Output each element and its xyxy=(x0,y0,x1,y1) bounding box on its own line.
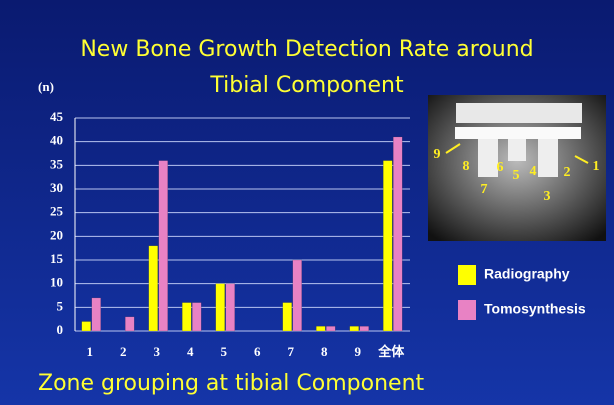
image-label: 6 xyxy=(497,160,504,175)
bar xyxy=(182,303,191,331)
implant-peg xyxy=(538,139,558,177)
x-tick-label: 1 xyxy=(87,344,94,359)
image-label: 3 xyxy=(544,189,551,204)
bar xyxy=(159,161,168,331)
bar xyxy=(216,284,225,331)
bar xyxy=(383,161,392,331)
y-tick-label: 20 xyxy=(50,227,63,242)
title-line: Tibial Component xyxy=(209,73,404,98)
y-tick-label: 15 xyxy=(50,251,64,266)
image-label: 4 xyxy=(530,164,537,179)
implant-stem xyxy=(508,139,526,161)
y-tick-label: 5 xyxy=(57,298,64,313)
x-tick-label: 3 xyxy=(154,344,161,359)
x-tick-label: 6 xyxy=(254,344,261,359)
title-line: New Bone Growth Detection Rate around xyxy=(80,37,533,62)
y-tick-label: 45 xyxy=(50,109,64,124)
bar xyxy=(92,298,101,331)
x-tick-label: 4 xyxy=(187,344,194,359)
y-tick-label: 0 xyxy=(57,322,64,337)
image-label: 2 xyxy=(564,165,571,180)
legend-label: Tomosynthesis xyxy=(484,301,586,317)
x-tick-label: 7 xyxy=(288,344,295,359)
image-label: 7 xyxy=(481,182,488,197)
legend-label: Radiography xyxy=(484,266,570,282)
bar xyxy=(125,317,134,331)
bar xyxy=(393,137,402,331)
implant-peg xyxy=(478,139,498,177)
slide: New Bone Growth Detection Rate around Ti… xyxy=(0,0,614,405)
x-tick-label: 9 xyxy=(355,344,362,359)
bar xyxy=(293,260,302,331)
bar xyxy=(316,326,325,331)
image-label: 1 xyxy=(593,159,600,174)
x-axis-label: Zone grouping at tibial Component xyxy=(38,371,425,396)
x-tick-label: 全体 xyxy=(377,344,405,359)
bar xyxy=(226,284,235,331)
bar xyxy=(326,326,335,331)
y-tick-label: 25 xyxy=(50,204,64,219)
implant-top xyxy=(456,103,582,123)
bar xyxy=(82,322,91,331)
legend-swatch xyxy=(458,265,476,285)
y-tick-label: 10 xyxy=(50,275,63,290)
bar xyxy=(192,303,201,331)
bar xyxy=(350,326,359,331)
y-tick-label: 30 xyxy=(50,180,63,195)
y-tick-label: 40 xyxy=(50,133,63,148)
bar xyxy=(360,326,369,331)
legend-swatch xyxy=(458,300,476,320)
y-axis-label: (n) xyxy=(38,79,54,94)
image-label: 5 xyxy=(513,168,520,183)
x-tick-label: 5 xyxy=(221,344,228,359)
x-tick-label: 8 xyxy=(321,344,328,359)
implant-tray xyxy=(455,127,581,139)
image-label: 9 xyxy=(434,147,441,162)
image-label: 8 xyxy=(463,159,470,174)
bar xyxy=(149,246,158,331)
bar xyxy=(283,303,292,331)
x-tick-label: 2 xyxy=(120,344,127,359)
y-tick-label: 35 xyxy=(50,156,64,171)
